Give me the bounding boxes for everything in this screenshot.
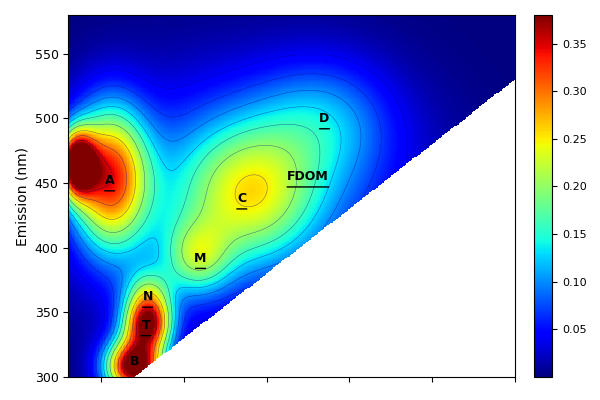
Text: D: D bbox=[319, 112, 329, 125]
Text: T: T bbox=[142, 319, 150, 332]
Text: A: A bbox=[105, 174, 115, 187]
Text: FDOM: FDOM bbox=[287, 170, 329, 183]
Text: M: M bbox=[194, 252, 206, 264]
Text: N: N bbox=[142, 290, 153, 303]
Text: C: C bbox=[237, 192, 247, 205]
Y-axis label: Emission (nm): Emission (nm) bbox=[15, 146, 29, 246]
Text: B: B bbox=[130, 355, 139, 368]
